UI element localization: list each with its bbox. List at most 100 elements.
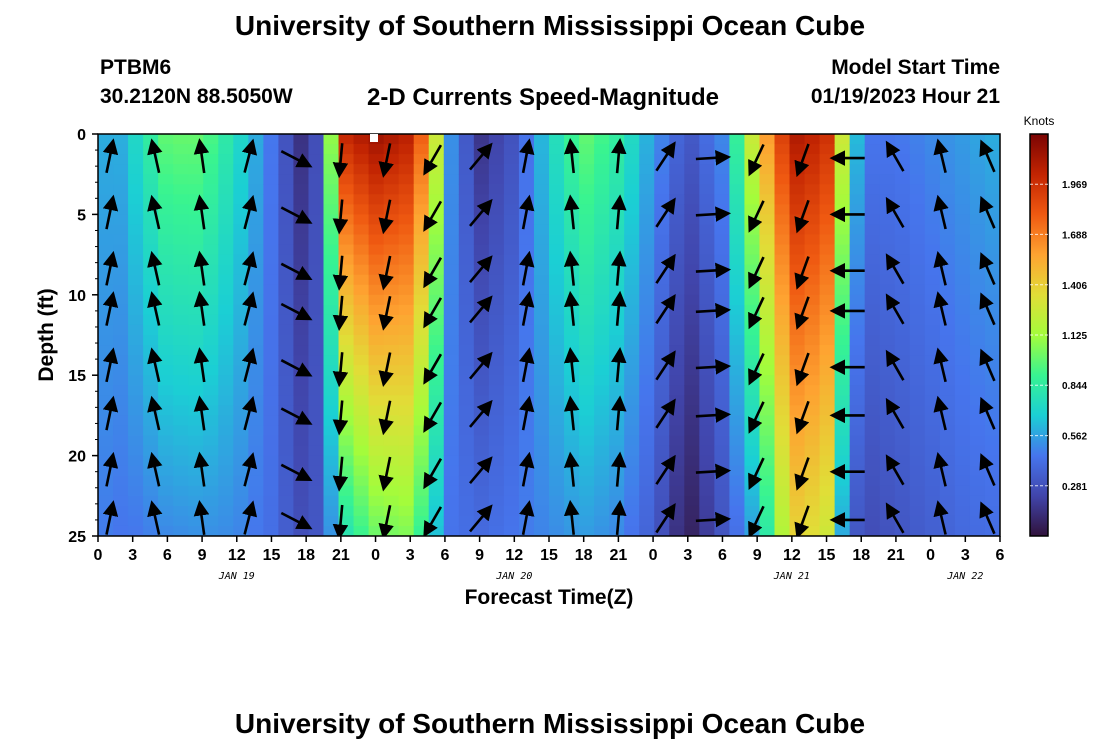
heatmap-cell	[263, 465, 279, 477]
heatmap-cell	[398, 365, 415, 376]
heatmap-cell	[609, 495, 625, 507]
current-vector	[519, 290, 535, 326]
heatmap-cell	[729, 174, 746, 185]
heatmap-cell	[954, 525, 971, 536]
heatmap-cell	[443, 204, 460, 215]
heatmap-cell	[128, 234, 144, 246]
heatmap-cell	[684, 194, 700, 205]
heatmap-cell	[158, 465, 174, 477]
heatmap-cell	[233, 415, 249, 427]
heatmap-cell	[639, 224, 655, 236]
heatmap-cell	[759, 184, 776, 195]
heatmap-cell	[669, 154, 685, 165]
heatmap-cell	[443, 264, 460, 276]
heatmap-cell	[984, 184, 1000, 195]
heatmap-cell	[488, 324, 505, 336]
current-vector	[519, 500, 535, 535]
heatmap-cell	[323, 264, 340, 276]
heatmap-cell	[338, 445, 355, 457]
heatmap-cell	[654, 385, 670, 396]
heatmap-cell	[188, 515, 204, 527]
heatmap-cell	[398, 525, 415, 536]
heatmap-cell	[729, 395, 746, 406]
heatmap-cell	[278, 314, 295, 326]
heatmap-cell	[819, 525, 836, 536]
heatmap-cell	[984, 495, 1000, 507]
heatmap-cell	[323, 365, 340, 376]
heatmap-cell	[368, 274, 385, 286]
heatmap-cell	[473, 174, 490, 185]
heatmap-cell	[293, 355, 310, 366]
current-vector	[611, 451, 627, 487]
current-vector	[102, 194, 119, 230]
heatmap-cell	[579, 335, 595, 346]
heatmap-cell	[458, 475, 475, 487]
current-vector	[611, 499, 627, 536]
heatmap-cell	[864, 224, 881, 236]
heatmap-cell	[969, 144, 986, 155]
heatmap-cell	[789, 204, 806, 215]
heatmap-cell	[864, 294, 881, 306]
heatmap-cell	[699, 174, 715, 185]
heatmap-cell	[714, 395, 730, 406]
heatmap-cell	[924, 345, 941, 356]
heatmap-cell	[353, 495, 370, 507]
heatmap-cell	[909, 355, 926, 366]
heatmap-cell	[278, 304, 295, 316]
heatmap-cell	[338, 365, 355, 376]
current-vector	[378, 295, 394, 331]
heatmap-cell	[233, 465, 249, 477]
current-vector	[933, 291, 949, 326]
heatmap-cell	[774, 314, 791, 326]
heatmap-cell	[128, 164, 144, 175]
heatmap-cell	[128, 264, 144, 276]
heatmap-cell	[684, 455, 700, 467]
heatmap-cell	[203, 324, 219, 336]
heatmap-cell	[233, 134, 249, 145]
heatmap-cell	[834, 425, 851, 437]
heatmap-cell	[308, 465, 325, 477]
heatmap-cell	[308, 375, 325, 386]
heatmap-cell	[98, 485, 114, 497]
x-tick-label: 3	[683, 547, 692, 564]
heatmap-cell	[128, 144, 144, 155]
heatmap-cell	[819, 194, 836, 205]
heatmap-cell	[819, 495, 836, 507]
heatmap-cell	[774, 525, 791, 536]
current-vector	[193, 499, 210, 535]
heatmap-cell	[518, 485, 535, 497]
heatmap-cell	[533, 425, 550, 437]
heatmap-cell	[909, 194, 926, 205]
heatmap-cell	[383, 465, 400, 477]
heatmap-cell	[714, 335, 730, 346]
heatmap-cell	[594, 244, 610, 256]
heatmap-cell	[533, 244, 550, 256]
heatmap-cell	[278, 365, 295, 376]
station-id: PTBM6	[100, 56, 172, 79]
heatmap-cell	[849, 525, 866, 536]
heatmap-cell	[654, 234, 670, 246]
heatmap-cell	[804, 244, 821, 256]
heatmap-cell	[488, 174, 505, 185]
heatmap-cell	[353, 335, 370, 346]
current-vector	[794, 457, 810, 491]
heatmap-cell	[939, 214, 956, 226]
heatmap-cell	[549, 465, 565, 477]
heatmap-cell	[909, 405, 926, 416]
heatmap-cell	[398, 445, 415, 457]
heatmap-cell	[203, 335, 219, 346]
heatmap-cell	[263, 214, 279, 226]
heatmap-cell	[443, 254, 460, 266]
heatmap-cell	[293, 375, 310, 386]
heatmap-cell	[774, 385, 791, 396]
heatmap-cell	[383, 355, 400, 366]
heatmap-cell	[909, 505, 926, 517]
heatmap-cell	[128, 375, 144, 386]
heatmap-cell	[173, 234, 189, 246]
heatmap-cell	[549, 244, 565, 256]
heatmap-cell	[338, 335, 355, 346]
heatmap-cell	[909, 134, 926, 145]
heatmap-cell	[984, 395, 1000, 406]
heatmap-cell	[158, 385, 174, 396]
heatmap-cell	[518, 134, 535, 145]
